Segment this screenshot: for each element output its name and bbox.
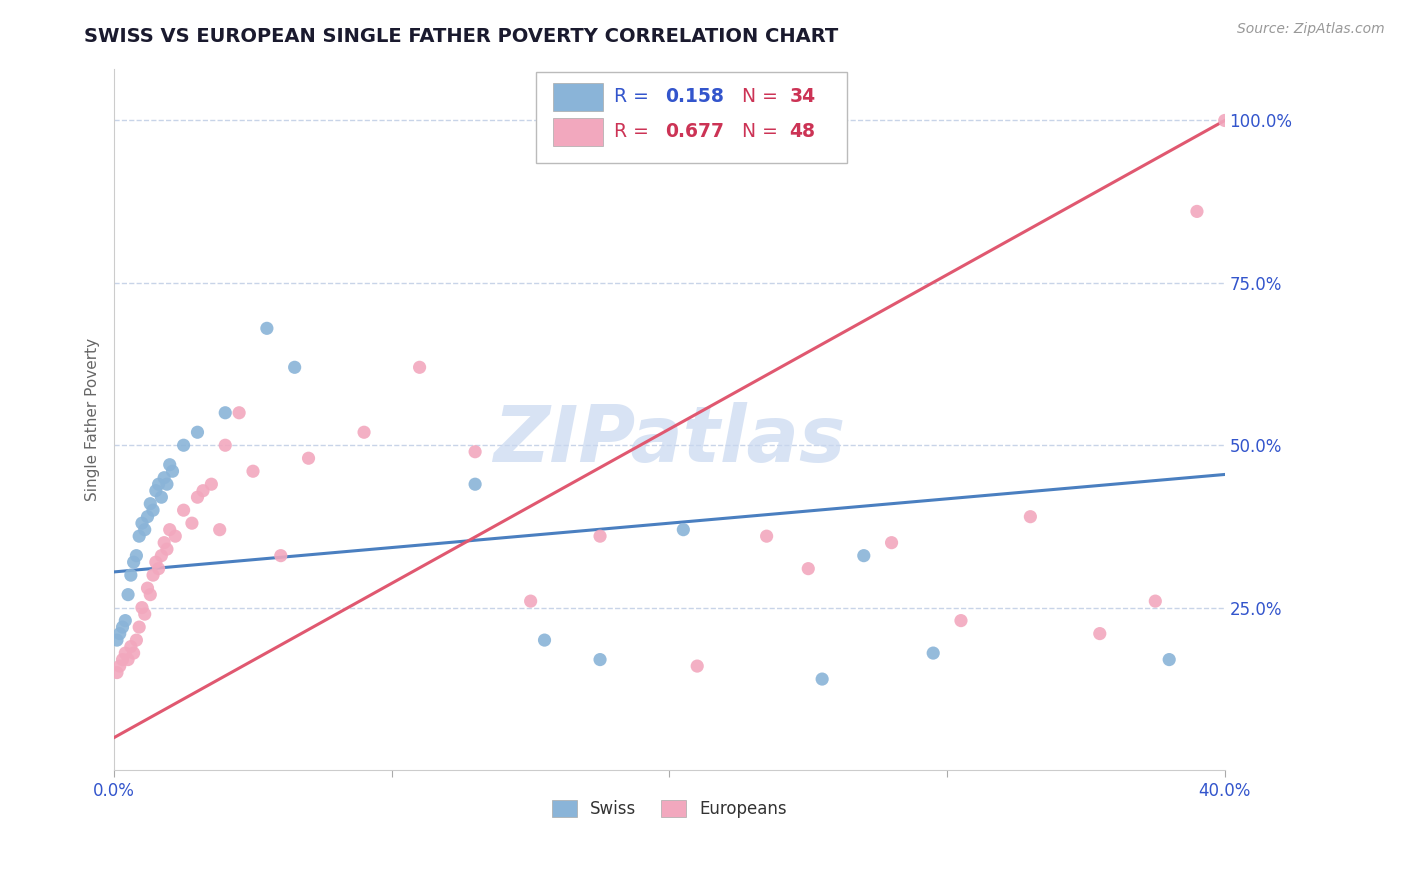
Point <box>128 620 150 634</box>
Point <box>156 542 179 557</box>
Point <box>142 503 165 517</box>
Text: Source: ZipAtlas.com: Source: ZipAtlas.com <box>1237 22 1385 37</box>
Text: N =: N = <box>741 122 783 141</box>
Point <box>1019 509 1042 524</box>
Point <box>136 581 159 595</box>
Point <box>120 568 142 582</box>
Point <box>353 425 375 440</box>
Point <box>122 555 145 569</box>
Point <box>131 600 153 615</box>
Point <box>922 646 945 660</box>
Point <box>153 471 176 485</box>
Point <box>1213 113 1236 128</box>
FancyBboxPatch shape <box>536 72 848 163</box>
Point <box>125 549 148 563</box>
Text: R =: R = <box>614 87 655 106</box>
Point <box>105 633 128 648</box>
Point <box>153 535 176 549</box>
Point <box>148 561 170 575</box>
Point <box>181 516 204 531</box>
Point <box>589 529 612 543</box>
Text: N =: N = <box>741 87 783 106</box>
Point <box>284 360 307 375</box>
Point <box>120 640 142 654</box>
Point <box>165 529 187 543</box>
Point <box>162 464 184 478</box>
Point <box>125 633 148 648</box>
Point <box>159 458 181 472</box>
Point <box>122 646 145 660</box>
Text: R =: R = <box>614 122 655 141</box>
Point <box>1088 626 1111 640</box>
Text: SWISS VS EUROPEAN SINGLE FATHER POVERTY CORRELATION CHART: SWISS VS EUROPEAN SINGLE FATHER POVERTY … <box>84 27 838 45</box>
Point <box>142 568 165 582</box>
Point <box>191 483 214 498</box>
Point <box>200 477 222 491</box>
Point <box>139 497 162 511</box>
Point <box>114 646 136 660</box>
Point <box>297 451 319 466</box>
Point <box>134 523 156 537</box>
Point <box>108 659 131 673</box>
Point <box>150 490 173 504</box>
Point <box>136 509 159 524</box>
Point <box>128 529 150 543</box>
Point <box>208 523 231 537</box>
Y-axis label: Single Father Poverty: Single Father Poverty <box>86 338 100 500</box>
Point <box>408 360 430 375</box>
Point <box>533 633 555 648</box>
Point <box>630 127 652 141</box>
Text: ZIPatlas: ZIPatlas <box>494 402 845 478</box>
Point <box>111 652 134 666</box>
Point <box>114 614 136 628</box>
Point <box>1159 652 1181 666</box>
Text: 0.158: 0.158 <box>665 87 724 106</box>
Point <box>852 549 875 563</box>
Point <box>464 477 486 491</box>
Point <box>148 477 170 491</box>
Point <box>811 672 834 686</box>
Point <box>117 652 139 666</box>
FancyBboxPatch shape <box>553 83 603 111</box>
Point <box>242 464 264 478</box>
Point <box>156 477 179 491</box>
Text: 48: 48 <box>789 122 815 141</box>
Point <box>139 588 162 602</box>
Point <box>214 438 236 452</box>
Point <box>145 555 167 569</box>
Point <box>1185 204 1208 219</box>
Point <box>686 659 709 673</box>
Point <box>150 549 173 563</box>
Point <box>173 438 195 452</box>
Legend: Swiss, Europeans: Swiss, Europeans <box>546 793 794 825</box>
Point <box>105 665 128 680</box>
Point <box>214 406 236 420</box>
Point <box>755 529 778 543</box>
Text: 34: 34 <box>789 87 815 106</box>
Point <box>186 425 208 440</box>
Point <box>519 594 541 608</box>
Point <box>880 535 903 549</box>
Point <box>186 490 208 504</box>
Point <box>270 549 292 563</box>
Text: 0.677: 0.677 <box>665 122 724 141</box>
Point <box>672 523 695 537</box>
Point <box>797 561 820 575</box>
Point <box>159 523 181 537</box>
Point <box>173 503 195 517</box>
Point <box>131 516 153 531</box>
Point <box>145 483 167 498</box>
Point <box>589 652 612 666</box>
Point <box>949 614 972 628</box>
Point <box>228 406 250 420</box>
Point <box>111 620 134 634</box>
FancyBboxPatch shape <box>553 118 603 145</box>
Point <box>134 607 156 621</box>
Point <box>256 321 278 335</box>
Point <box>108 626 131 640</box>
Point <box>1144 594 1167 608</box>
Point <box>117 588 139 602</box>
Point <box>464 444 486 458</box>
